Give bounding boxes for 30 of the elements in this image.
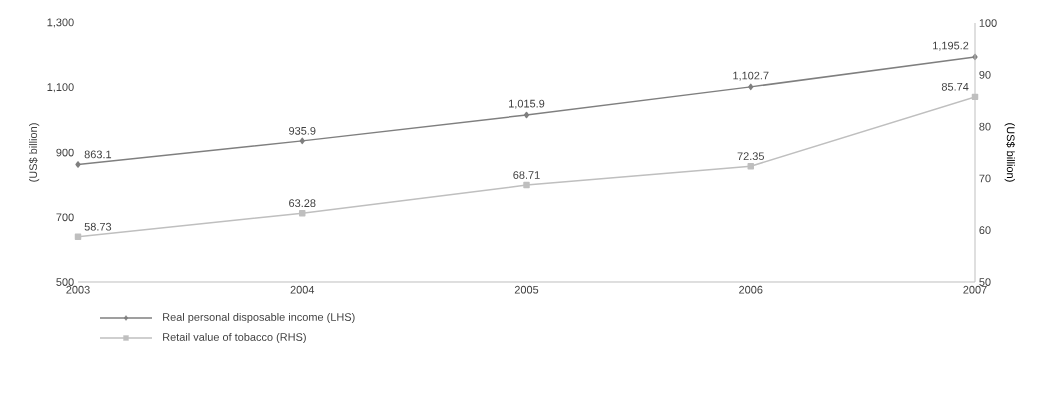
y2-axis-title: (US$ billion) bbox=[1004, 123, 1016, 182]
legend-label: Real personal disposable income (LHS) bbox=[163, 312, 355, 324]
data-label: 58.73 bbox=[84, 222, 112, 231]
data-label: 63.28 bbox=[289, 199, 316, 208]
y-tick-label: 700 bbox=[56, 213, 74, 222]
y-tick-label: 1,100 bbox=[47, 83, 74, 93]
y-tick-label: 500 bbox=[56, 278, 74, 286]
data-label: 85.74 bbox=[941, 82, 969, 91]
y-axis-title: (US$ billion) bbox=[28, 123, 40, 182]
y-tick-label: 1,300 bbox=[47, 18, 74, 28]
legend-label: Retail value of tobacco (RHS) bbox=[163, 332, 306, 344]
data-label: 1,015.9 bbox=[509, 99, 545, 109]
data-label: 72.35 bbox=[737, 152, 764, 161]
y2-tick-label: 70 bbox=[979, 174, 991, 183]
y2-tick-label: 100 bbox=[979, 19, 997, 27]
x-tick-label: 2007 bbox=[963, 285, 987, 294]
y2-tick-label: 80 bbox=[979, 122, 991, 131]
data-label: 68.71 bbox=[513, 171, 540, 179]
data-label: 1,195.2 bbox=[933, 41, 969, 51]
y-tick-label: 900 bbox=[56, 148, 74, 157]
y2-tick-label: 90 bbox=[979, 70, 991, 79]
x-tick-label: 2003 bbox=[66, 285, 90, 294]
x-tick-label: 2005 bbox=[514, 285, 539, 294]
x-tick-label: 2004 bbox=[290, 285, 315, 294]
y2-tick-label: 50 bbox=[979, 278, 991, 286]
x-tick-label: 2006 bbox=[739, 285, 763, 294]
y2-tick-label: 60 bbox=[979, 226, 991, 235]
data-label: 863.1 bbox=[84, 150, 112, 159]
data-label: 935.9 bbox=[289, 126, 316, 135]
data-label: 1,102.7 bbox=[733, 71, 769, 81]
